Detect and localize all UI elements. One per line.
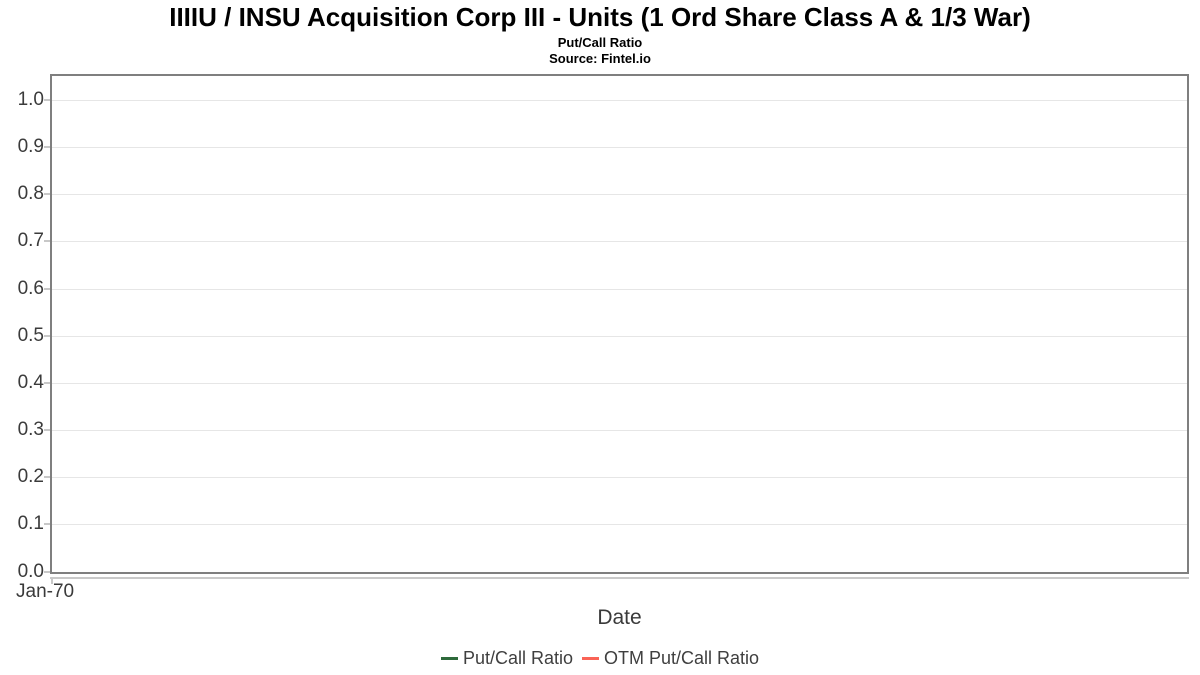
y-tick-label: 0.5 bbox=[17, 324, 44, 346]
y-gridline bbox=[52, 147, 1187, 149]
y-gridline bbox=[52, 477, 1187, 479]
x-tick-mark bbox=[51, 577, 53, 584]
chart-title: IIIIU / INSU Acquisition Corp III - Unit… bbox=[169, 2, 1031, 32]
y-tick-label: 0.6 bbox=[17, 277, 44, 299]
y-tick-mark bbox=[44, 99, 50, 101]
y-gridline bbox=[52, 100, 1187, 101]
y-tick-mark bbox=[44, 523, 50, 526]
y-gridline bbox=[52, 241, 1187, 243]
y-gridline bbox=[52, 430, 1187, 432]
y-gridline bbox=[52, 194, 1187, 196]
legend-swatch-icon bbox=[582, 656, 599, 660]
y-tick-mark bbox=[44, 287, 50, 290]
legend-swatch-icon bbox=[440, 656, 458, 660]
y-tick-mark bbox=[44, 429, 50, 432]
y-tick-mark bbox=[44, 193, 50, 196]
y-tick-label: 0.1 bbox=[17, 513, 44, 535]
chart-source: Source: Fintel.io bbox=[549, 51, 651, 66]
y-tick-label: 0.3 bbox=[17, 419, 44, 441]
chart-subtitle: Put/Call Ratio bbox=[557, 35, 643, 50]
legend-label: OTM Put/Call Ratio bbox=[604, 647, 760, 668]
y-tick-mark bbox=[44, 146, 50, 149]
legend-item: OTM Put/Call Ratio bbox=[582, 648, 759, 669]
y-gridline bbox=[52, 382, 1187, 384]
y-gridline bbox=[52, 335, 1187, 337]
legend-label: Put/Call Ratio bbox=[462, 647, 573, 668]
y-tick-label: 0.2 bbox=[17, 466, 44, 488]
y-tick-mark bbox=[44, 334, 50, 337]
y-tick-label: 0.8 bbox=[17, 183, 44, 205]
legend: Put/Call Ratio OTM Put/Call Ratio bbox=[0, 645, 1200, 671]
y-tick-label: 1.0 bbox=[17, 89, 44, 110]
y-gridline bbox=[52, 524, 1187, 526]
x-tick-label: Jan-70 bbox=[16, 581, 75, 602]
y-tick-mark bbox=[44, 570, 50, 573]
y-tick-mark bbox=[44, 240, 50, 243]
y-tick-label: 0.9 bbox=[17, 136, 44, 158]
y-tick-label: 0.7 bbox=[17, 230, 44, 252]
y-tick-label: 0.4 bbox=[17, 371, 44, 393]
x-axis-line bbox=[50, 577, 1189, 579]
legend-item: Put/Call Ratio bbox=[440, 647, 573, 669]
plot-area bbox=[50, 74, 1189, 574]
y-tick-label: 0.0 bbox=[17, 560, 44, 582]
y-tick-mark bbox=[44, 381, 50, 384]
y-gridline bbox=[52, 288, 1187, 290]
y-tick-mark bbox=[44, 476, 50, 479]
x-axis-title: Date bbox=[597, 606, 642, 629]
